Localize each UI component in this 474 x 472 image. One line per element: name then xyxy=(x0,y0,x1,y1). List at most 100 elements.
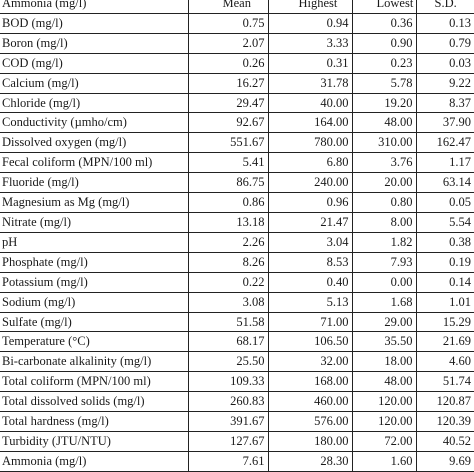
sd-cell: 120.39 xyxy=(416,411,474,432)
table-row: Dissolved oxygen (mg/l) 551.67 780.00 310.0… xyxy=(0,132,474,154)
highest-cell: 106.50 xyxy=(268,331,353,353)
table-row: BOD (mg/l) 0.75 0.94 0.36 0.13 xyxy=(0,13,474,34)
highest-cell: 0.96 xyxy=(268,192,353,213)
sd-cell: 63.14 xyxy=(416,172,474,194)
parameter-cell: Bi-carbonate alkalinity (mg/l) xyxy=(0,351,189,373)
highest-cell: 3.04 xyxy=(268,232,353,253)
table-row: Chloride (mg/l) 29.47 40.00 19.20 8.37 xyxy=(0,93,474,114)
mean-cell: 86.75 xyxy=(188,172,269,194)
highest-cell: 21.47 xyxy=(268,212,353,233)
sd-cell: 0.14 xyxy=(416,272,474,293)
table-row: Sulfate (mg/l) 51.58 71.00 29.00 15.29 xyxy=(0,312,474,333)
parameter-cell: Total coliform (MPN/100 ml) xyxy=(0,371,189,393)
lowest-cell: 19.20 xyxy=(352,93,417,114)
lowest-cell: 7.93 xyxy=(352,252,417,273)
parameter-cell: Total hardness (mg/l) xyxy=(0,411,189,432)
lowest-cell: 3.76 xyxy=(352,152,417,174)
mean-cell: 109.33 xyxy=(188,371,269,393)
lowest-cell: 0.36 xyxy=(352,13,417,34)
parameter-cell: Calcium (mg/l) xyxy=(0,73,189,94)
highest-cell: 0.94 xyxy=(268,13,353,34)
sd-cell: 0.38 xyxy=(416,232,474,253)
parameter-cell: Ammonia (mg/l) xyxy=(0,451,189,472)
table-row: Temperature (°C) 68.17 106.50 35.50 21.69 xyxy=(0,331,474,353)
mean-cell: 25.50 xyxy=(188,351,269,373)
mean-cell: 2.26 xyxy=(188,232,269,253)
table-row: Magnesium as Mg (mg/l) 0.86 0.96 0.80 0.05 xyxy=(0,192,474,213)
mean-cell: 0.86 xyxy=(188,192,269,213)
lowest-cell: 8.00 xyxy=(352,212,417,233)
lowest-cell: 72.00 xyxy=(352,431,417,452)
highest-cell: 168.00 xyxy=(268,371,353,393)
highest-cell: 240.00 xyxy=(268,172,353,194)
table-header-row: Ammonia (mg/l) Mean Highest Lowest S.D. xyxy=(0,0,474,14)
parameter-cell: Temperature (°C) xyxy=(0,331,189,353)
table-row: Bi-carbonate alkalinity (mg/l) 25.50 32.00… xyxy=(0,351,474,373)
lowest-cell: 48.00 xyxy=(352,371,417,393)
highest-cell: 780.00 xyxy=(268,132,353,154)
lowest-cell: 48.00 xyxy=(352,112,417,134)
header-sd: S.D. xyxy=(416,0,474,14)
sd-cell: 0.13 xyxy=(416,13,474,34)
lowest-cell: 35.50 xyxy=(352,331,417,353)
mean-cell: 92.67 xyxy=(188,112,269,134)
lowest-cell: 0.00 xyxy=(352,272,417,293)
header-lowest: Lowest xyxy=(352,0,417,14)
sd-cell: 5.54 xyxy=(416,212,474,233)
table-row: Conductivity (µmho/cm) 92.67 164.00 48.00 37… xyxy=(0,112,474,134)
sd-cell: 1.17 xyxy=(416,152,474,174)
mean-cell: 51.58 xyxy=(188,312,269,333)
table-row: Calcium (mg/l) 16.27 31.78 5.78 9.22 xyxy=(0,73,474,94)
highest-cell: 71.00 xyxy=(268,312,353,333)
lowest-cell: 5.78 xyxy=(352,73,417,94)
sd-cell: 4.60 xyxy=(416,351,474,373)
highest-cell: 5.13 xyxy=(268,292,353,313)
sd-cell: 51.74 xyxy=(416,371,474,393)
parameter-cell: Nitrate (mg/l) xyxy=(0,212,189,233)
lowest-cell: 1.82 xyxy=(352,232,417,253)
header-mean: Mean xyxy=(188,0,269,14)
mean-cell: 551.67 xyxy=(188,132,269,154)
mean-cell: 3.08 xyxy=(188,292,269,313)
table-row: Fecal coliform (MPN/100 ml) 5.41 6.80 3.76 1… xyxy=(0,152,474,174)
lowest-cell: 1.60 xyxy=(352,451,417,472)
sd-cell: 40.52 xyxy=(416,431,474,452)
highest-cell: 28.30 xyxy=(268,451,353,472)
parameter-cell: Magnesium as Mg (mg/l) xyxy=(0,192,189,213)
parameter-cell: COD (mg/l) xyxy=(0,53,189,74)
mean-cell: 8.26 xyxy=(188,252,269,273)
table-row: Fluoride (mg/l) 86.75 240.00 20.00 63.14 xyxy=(0,172,474,194)
mean-cell: 5.41 xyxy=(188,152,269,174)
table-row: Boron (mg/l) 2.07 3.33 0.90 0.79 xyxy=(0,33,474,54)
parameter-cell: Turbidity (JTU/NTU) xyxy=(0,431,189,452)
mean-cell: 7.61 xyxy=(188,451,269,472)
sd-cell: 0.05 xyxy=(416,192,474,213)
lowest-cell: 18.00 xyxy=(352,351,417,373)
header-parameter: Ammonia (mg/l) xyxy=(0,0,189,14)
highest-cell: 164.00 xyxy=(268,112,353,134)
sd-cell: 162.47 xyxy=(416,132,474,154)
highest-cell: 32.00 xyxy=(268,351,353,373)
lowest-cell: 310.00 xyxy=(352,132,417,154)
lowest-cell: 0.90 xyxy=(352,33,417,54)
highest-cell: 576.00 xyxy=(268,411,353,432)
table-row: Potassium (mg/l) 0.22 0.40 0.00 0.14 xyxy=(0,272,474,293)
table-row: pH 2.26 3.04 1.82 0.38 xyxy=(0,232,474,253)
table-row: Phosphate (mg/l) 8.26 8.53 7.93 0.19 xyxy=(0,252,474,273)
sd-cell: 0.19 xyxy=(416,252,474,273)
highest-cell: 31.78 xyxy=(268,73,353,94)
parameter-cell: Dissolved oxygen (mg/l) xyxy=(0,132,189,154)
table-row: Total dissolved solids (mg/l) 260.83 460.0… xyxy=(0,391,474,413)
highest-cell: 460.00 xyxy=(268,391,353,413)
mean-cell: 16.27 xyxy=(188,73,269,94)
table-row: COD (mg/l) 0.26 0.31 0.23 0.03 xyxy=(0,53,474,74)
parameter-cell: Fluoride (mg/l) xyxy=(0,172,189,194)
parameter-cell: Potassium (mg/l) xyxy=(0,272,189,293)
table-row: Total coliform (MPN/100 ml) 109.33 168.00 4… xyxy=(0,371,474,393)
mean-cell: 13.18 xyxy=(188,212,269,233)
sd-cell: 0.79 xyxy=(416,33,474,54)
parameter-cell: Total dissolved solids (mg/l) xyxy=(0,391,189,413)
parameter-cell: BOD (mg/l) xyxy=(0,13,189,34)
sd-cell: 8.37 xyxy=(416,93,474,114)
